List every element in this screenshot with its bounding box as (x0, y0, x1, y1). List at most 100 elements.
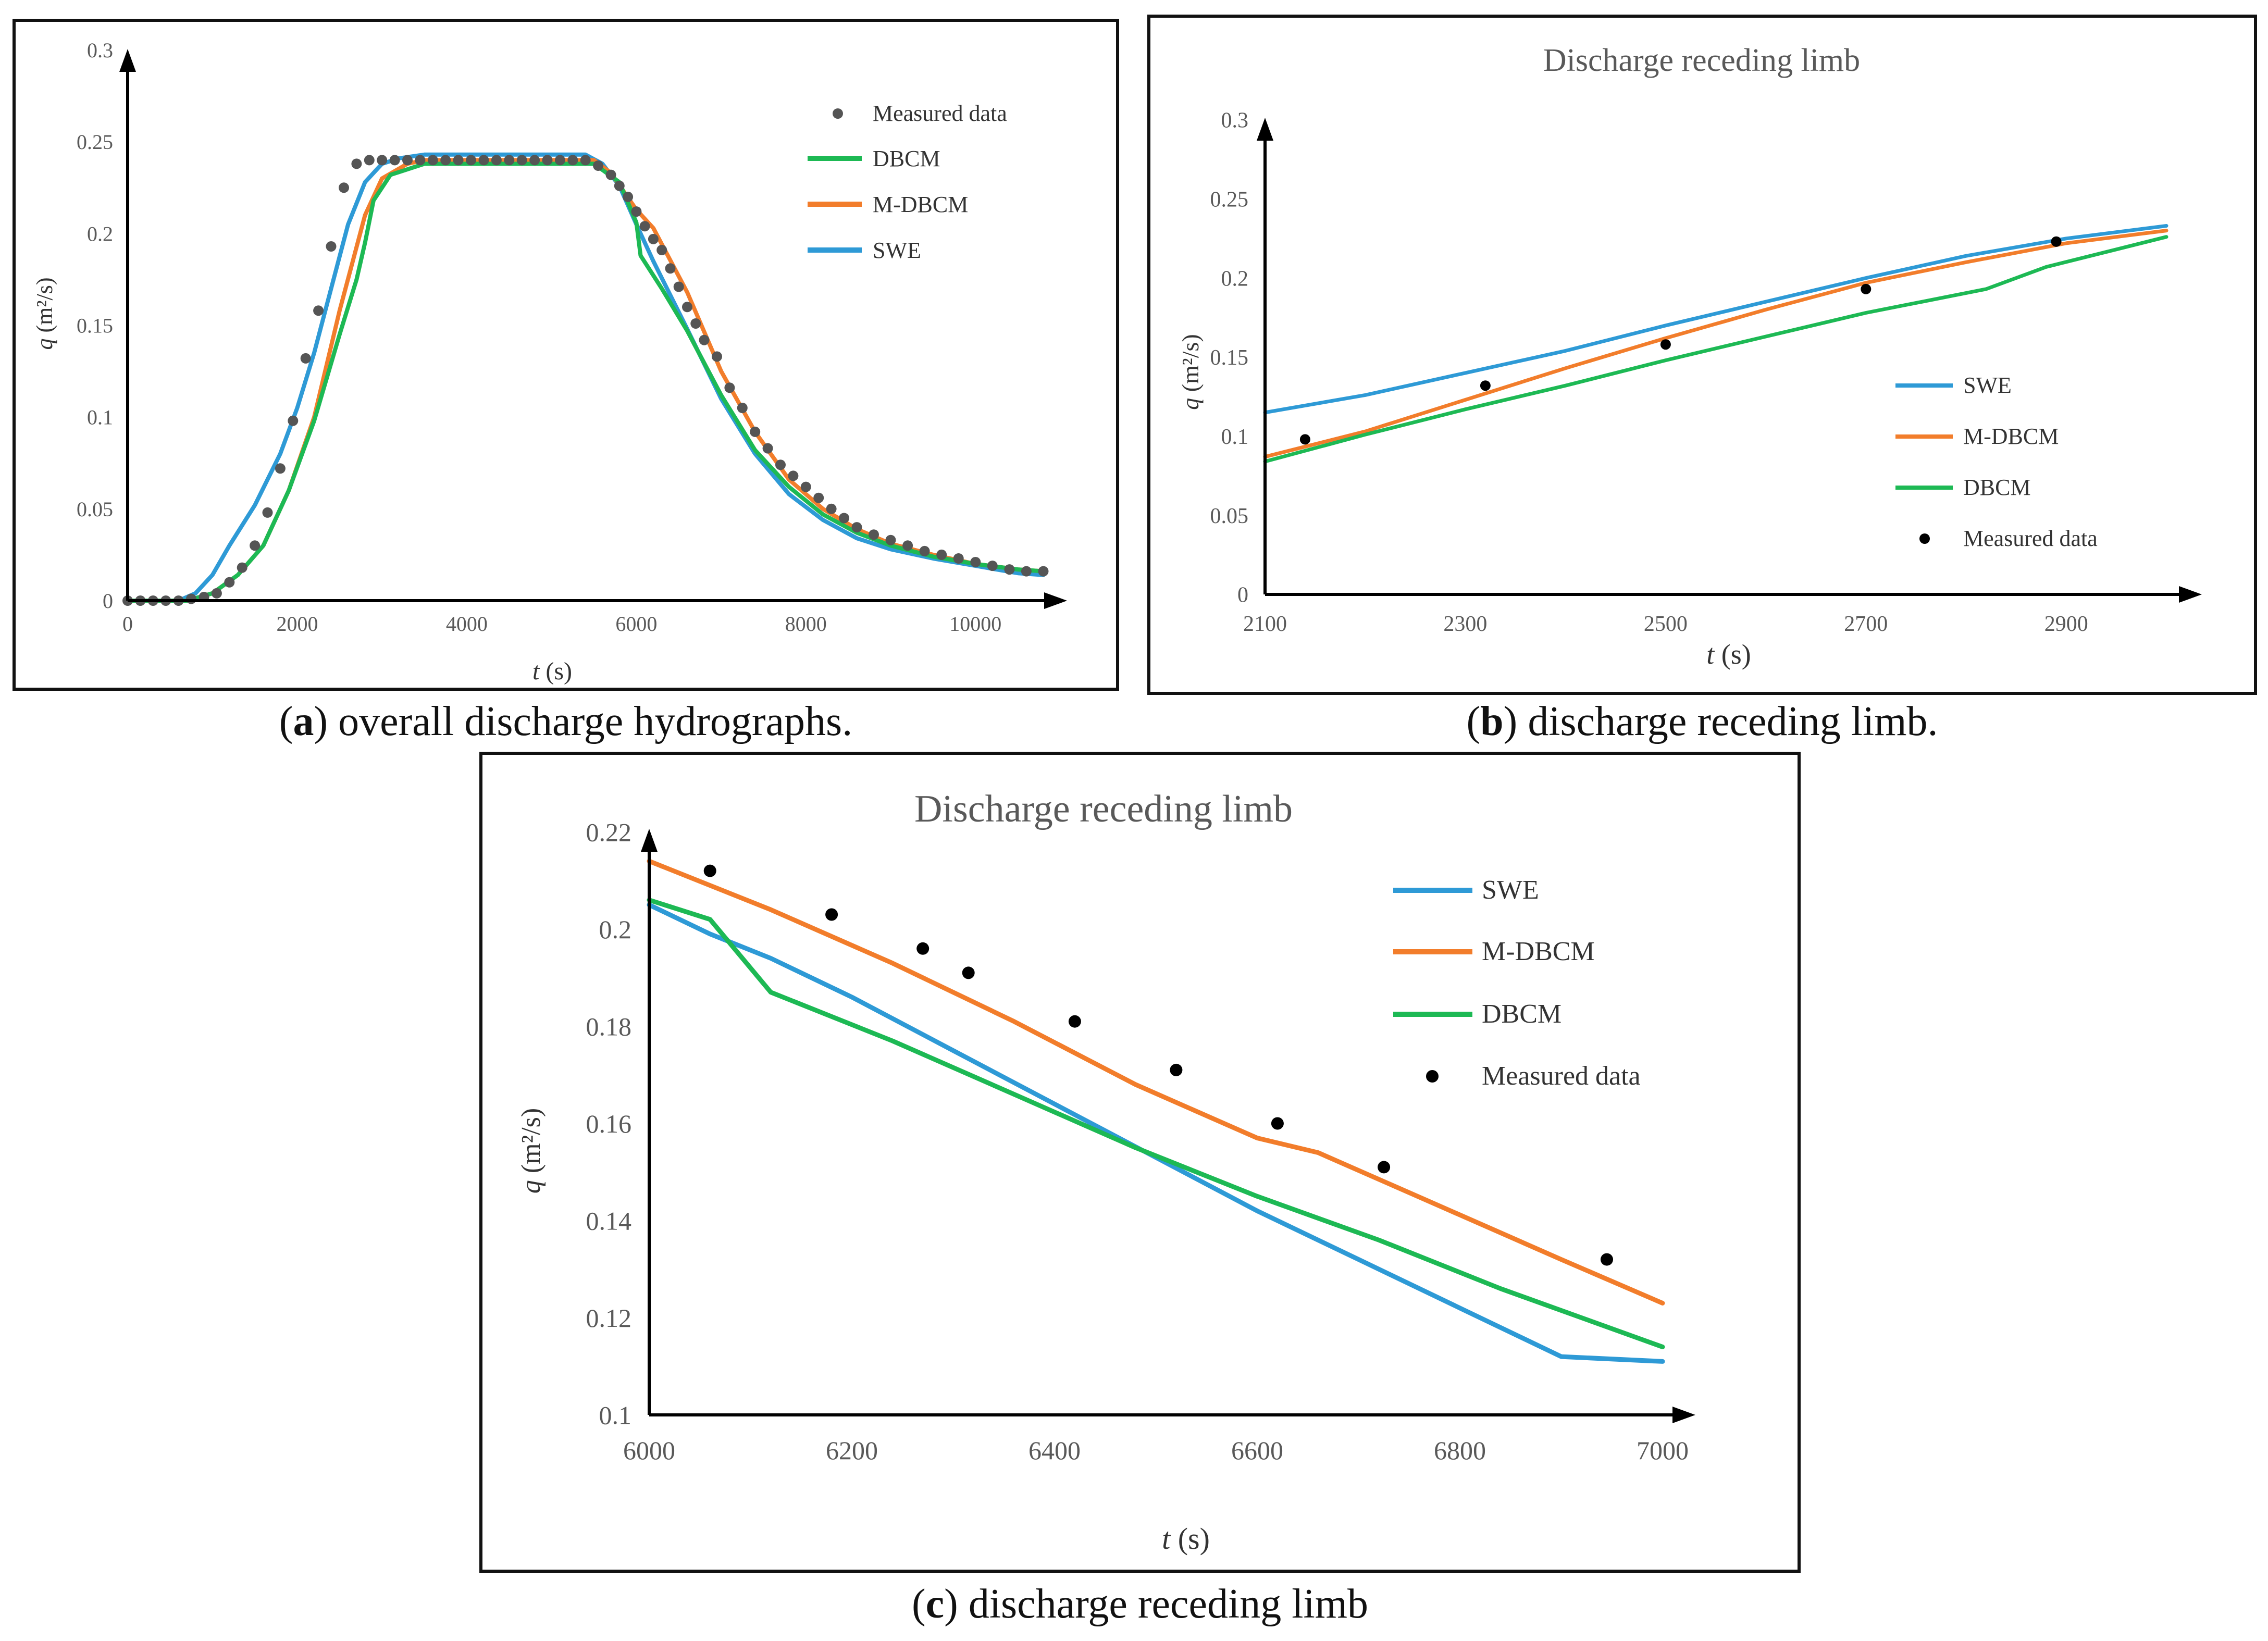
chart-a-measured-point (237, 562, 247, 573)
chart-b-ytick-label: 0.15 (1210, 346, 1249, 370)
chart-a-measured-point (1004, 564, 1015, 575)
chart-a-measured-point (656, 245, 667, 255)
chart-a-y-axis-arrow (119, 49, 136, 72)
chart-a-xtick-label: 10000 (949, 612, 1001, 636)
chart-c-measured-point (825, 908, 838, 921)
chart-b-measured-point (2051, 236, 2062, 247)
chart-a-measured-point (665, 263, 676, 274)
chart-b-y-axis-arrow (1257, 118, 1273, 141)
chart-c-measured-point (916, 942, 929, 955)
chart-c-measured-point (1068, 1015, 1081, 1028)
chart-c-series-swe (647, 902, 1665, 1364)
legend-a-swe-label: SWE (873, 238, 921, 263)
chart-a-ytick-label: 0.3 (87, 39, 113, 62)
chart-b-xtitle: t (s) (1706, 639, 1751, 670)
legend-c-dbcm-label: DBCM (1482, 999, 1561, 1029)
caption-b: (b) discharge receding limb. (1466, 699, 1938, 744)
chart-a-measured-point (491, 155, 502, 166)
chart-a-measured-point (750, 426, 761, 437)
chart-panel-c: Discharge receding limb 0.1 0.12 0.14 0.16 0… (479, 752, 1801, 1573)
chart-a-series-m-dbcm (126, 158, 1046, 603)
chart-a-measured-point (415, 155, 426, 166)
chart-b-series-dbcm (1263, 235, 2168, 464)
legend-b-measured-label: Measured data (1963, 526, 2098, 551)
chart-b-measured-point (1861, 283, 1872, 294)
legend-c-swe-label: SWE (1482, 875, 1539, 905)
chart-b-ytick-label: 0.1 (1221, 425, 1249, 449)
chart-a-ytitle: q (m²/s) (32, 277, 57, 350)
chart-b-xtick-label: 2500 (1644, 612, 1688, 636)
legend-b-measured-marker (1919, 533, 1930, 544)
chart-a-xtick-label: 0 (122, 612, 133, 636)
chart-c-measured-point (1271, 1117, 1284, 1130)
chart-a-xtick-label: 4000 (446, 612, 488, 636)
chart-a-measured-point (554, 155, 565, 166)
chart-a-measured-point (737, 403, 748, 413)
chart-c-xtick-label: 6400 (1028, 1436, 1081, 1465)
legend-c-mdbcm-label: M-DBCM (1482, 937, 1595, 966)
chart-a-measured-point (851, 522, 862, 533)
chart-a-measured-point (466, 155, 476, 166)
chart-a-measured-point (826, 503, 837, 514)
chart-a-measured-point (885, 534, 896, 545)
chart-a-xtick-label: 6000 (615, 612, 657, 636)
chart-c-xtick-label: 6200 (826, 1436, 878, 1465)
chart-a-measured-point (699, 334, 710, 345)
chart-a-ytick-label: 0.25 (77, 130, 113, 154)
chart-a-axes (119, 49, 1067, 609)
chart-b-ytick-label: 0.2 (1221, 267, 1249, 291)
chart-a-measured-point (682, 302, 692, 313)
chart-a-series-dbcm (126, 161, 1046, 603)
chart-b-series-swe (1263, 224, 2168, 415)
chart-a-measured-point (800, 481, 811, 492)
chart-a-measured-point (300, 353, 311, 364)
chart-a-xtick-label: 2000 (277, 612, 318, 636)
chart-a-measured-point (953, 553, 964, 564)
chart-a-measured-point (377, 155, 388, 166)
chart-a-measured-point (504, 155, 515, 166)
chart-c-ytick-label: 0.22 (586, 818, 632, 847)
chart-b-ytick-label: 0.25 (1210, 188, 1249, 212)
legend-a-dbcm-label: DBCM (873, 146, 940, 171)
chart-c-ytick-label: 0.12 (586, 1303, 632, 1333)
chart-c-xtick-label: 7000 (1637, 1436, 1689, 1465)
chart-a-measured-point (326, 241, 337, 252)
chart-a-measured-point (186, 593, 196, 604)
chart-a-measured-point (788, 470, 799, 481)
chart-a-measured-point (813, 492, 824, 503)
legend-b-swe-label: SWE (1963, 372, 2012, 398)
chart-c-svg: Discharge receding limb 0.1 0.12 0.14 0.16 0… (516, 788, 1695, 1556)
chart-a-measured-point (593, 160, 604, 171)
chart-b-title: Discharge receding limb (1543, 43, 1860, 78)
chart-b-x-axis-arrow (2179, 586, 2202, 603)
chart-a-measured-point (1038, 566, 1049, 577)
chart-a-measured-point (839, 513, 849, 524)
chart-a-measured-point (690, 318, 701, 329)
chart-a-measured-point (529, 155, 540, 166)
chart-c-ytick-label: 0.1 (599, 1401, 632, 1430)
chart-c-x-axis-arrow (1672, 1407, 1695, 1423)
chart-c-ytick-label: 0.16 (586, 1109, 632, 1138)
chart-a-measured-point (364, 155, 375, 166)
chart-a-measured-point (1021, 566, 1032, 577)
chart-a-measured-point (614, 180, 625, 191)
chart-a-measured-point (580, 155, 591, 166)
chart-a-svg: 0 0.05 0.1 0.15 0.2 0.25 0.3 0 2000 4000 6000 8000 1… (32, 39, 1067, 685)
chart-c-ytick-label: 0.2 (599, 915, 632, 944)
chart-a-ytick-label: 0.15 (77, 314, 113, 338)
chart-c-measured-point (1601, 1253, 1613, 1266)
chart-a-measured-point (987, 561, 998, 571)
chart-c-measured-point (962, 966, 975, 979)
chart-a-measured-point (673, 281, 684, 292)
chart-c-y-axis-arrow (641, 829, 658, 852)
chart-a-measured-point (427, 155, 438, 166)
chart-a-measured-point (224, 577, 235, 588)
caption-a: (a) overall discharge hydrographs. (279, 699, 853, 744)
chart-a-legend: Measured data DBCM M-DBCM SWE (808, 101, 1007, 263)
chart-c-measured-point (1378, 1161, 1391, 1174)
chart-a-measured-point (775, 459, 786, 470)
chart-b-xtick-label: 2700 (1844, 612, 1888, 636)
chart-b-svg: Discharge receding limb 0 0.05 0.1 0.15 0.2 0… (1177, 43, 2202, 670)
chart-c-measured-point (703, 864, 716, 877)
chart-a-measured-point (970, 557, 981, 567)
